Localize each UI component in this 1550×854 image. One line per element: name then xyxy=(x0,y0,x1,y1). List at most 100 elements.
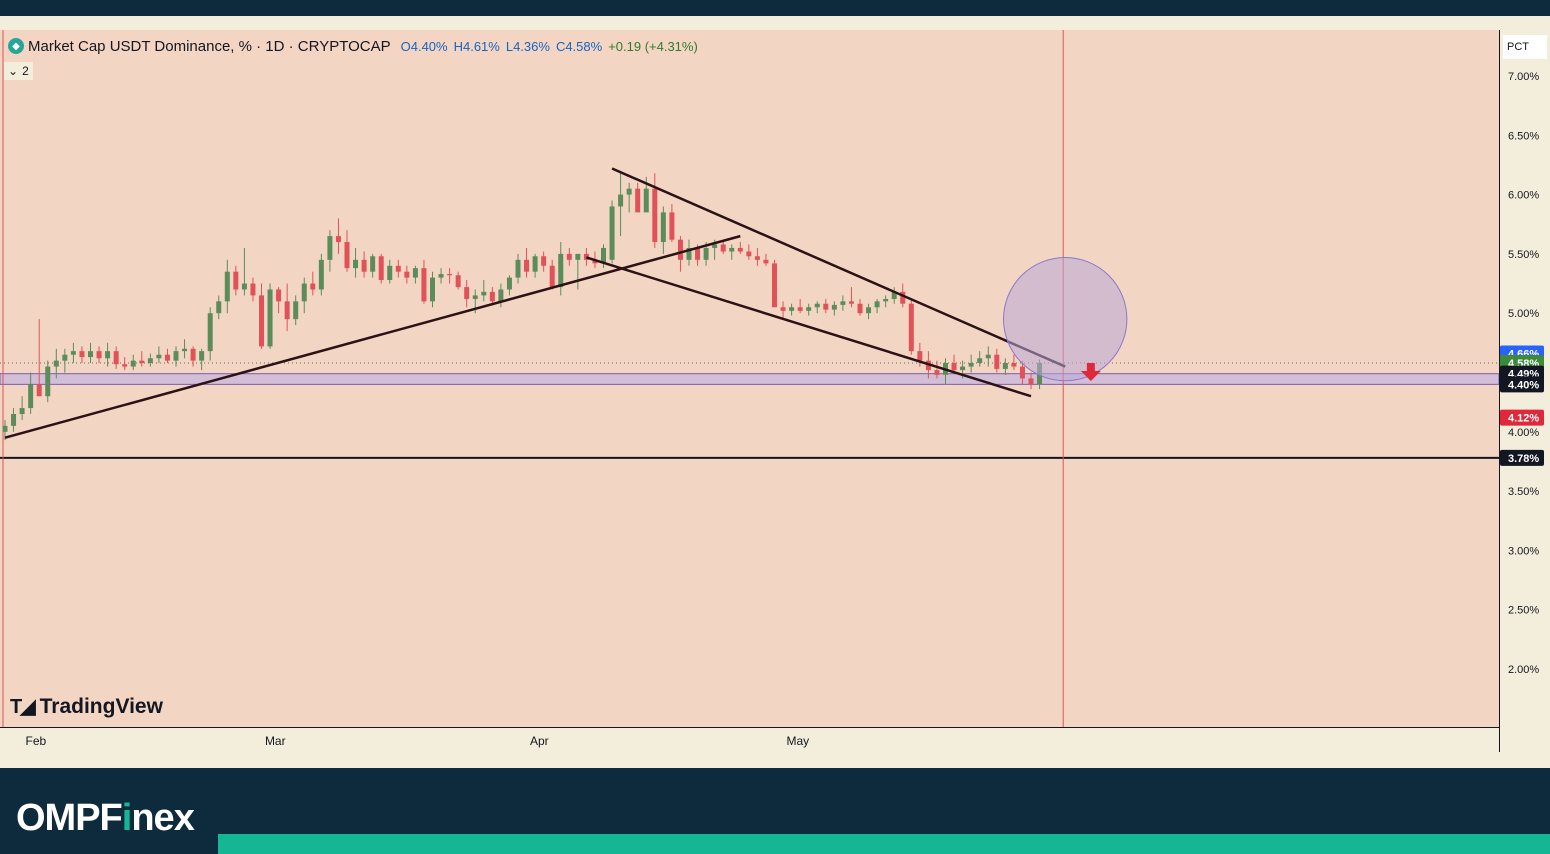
candle-body xyxy=(951,363,957,371)
highlight-circle xyxy=(1003,256,1128,382)
brand-accent: i xyxy=(121,797,133,839)
candle-body xyxy=(370,256,376,272)
candle-body xyxy=(789,307,795,311)
y-tick-label: 2.50% xyxy=(1508,605,1539,617)
candle-body xyxy=(737,247,743,252)
candle-body xyxy=(1011,363,1017,367)
indicator-count: 2 xyxy=(22,64,29,78)
candle-body xyxy=(327,236,333,260)
candle-body xyxy=(481,291,487,296)
candle-body xyxy=(276,289,282,302)
candle-body xyxy=(960,366,966,371)
candle-body xyxy=(695,247,701,260)
candle-body xyxy=(53,360,59,367)
y-tick-label: 6.50% xyxy=(1508,130,1539,142)
y-tick-label: 7.00% xyxy=(1508,71,1539,83)
price-tag-box xyxy=(1500,409,1544,426)
candle-body xyxy=(686,247,692,260)
y-tick-label: 5.50% xyxy=(1508,249,1539,261)
candle-body xyxy=(156,354,162,359)
candle-body xyxy=(1028,378,1034,385)
candle-body xyxy=(703,247,709,260)
candle-body xyxy=(489,291,495,302)
brand-part-1: OMPF xyxy=(16,797,123,839)
candle-body xyxy=(310,283,316,290)
candle-body xyxy=(840,301,846,305)
candle-body xyxy=(447,274,453,276)
y-tick-label: 4.00% xyxy=(1508,427,1539,439)
candle-body xyxy=(994,354,1000,369)
candle-body xyxy=(729,247,735,252)
symbol-title[interactable]: Market Cap USDT Dominance, % · 1D · CRYP… xyxy=(28,37,391,55)
candle-body xyxy=(524,259,530,272)
y-tick-label: 5.00% xyxy=(1508,308,1539,320)
x-tick-label: May xyxy=(787,734,810,748)
candle-body xyxy=(891,291,897,299)
top-bar xyxy=(0,0,1550,16)
candle-body xyxy=(344,242,350,269)
candle-body xyxy=(130,360,136,367)
price-tag-label: 4.40% xyxy=(1508,379,1539,391)
candle-body xyxy=(566,253,572,260)
candlestick-chart[interactable]: 7.00%6.50%6.00%5.50%5.00%4.50%4.00%3.50%… xyxy=(0,0,1550,768)
symbol-legend[interactable]: ◆ Market Cap USDT Dominance, % · 1D · CR… xyxy=(4,35,702,57)
y-tick-label: 6.00% xyxy=(1508,190,1539,202)
x-tick-label: Mar xyxy=(265,734,286,748)
chevron-down-icon: ⌄ xyxy=(8,64,19,78)
support-zone-band xyxy=(0,373,1500,385)
candle-body xyxy=(618,194,624,207)
price-tag-label: 4.12% xyxy=(1508,413,1539,425)
candle-body xyxy=(301,283,307,302)
candle-body xyxy=(609,206,615,260)
candle-body xyxy=(62,354,68,361)
candle-body xyxy=(438,274,444,278)
candle-body xyxy=(284,301,290,320)
candle-body xyxy=(498,289,504,302)
candle-body xyxy=(968,363,974,367)
candle-body xyxy=(592,259,598,264)
candle-body xyxy=(122,364,128,367)
candle-body xyxy=(361,259,367,272)
candle-body xyxy=(635,188,641,213)
candle-body xyxy=(1019,366,1025,379)
candle-body xyxy=(190,348,196,361)
change-value: +0.19 (+4.31%) xyxy=(608,38,698,54)
candle-body xyxy=(583,253,589,260)
candle-body xyxy=(207,313,213,352)
scale-mode-button[interactable]: PCT xyxy=(1503,35,1547,59)
candle-body xyxy=(532,256,538,272)
candle-body xyxy=(164,354,170,361)
candle-body xyxy=(515,259,521,278)
brand-logo: OMPFinex xyxy=(16,797,195,840)
candle-body xyxy=(105,351,111,359)
candle-body xyxy=(216,301,222,314)
candle-body xyxy=(472,295,478,299)
candle-body xyxy=(412,268,418,278)
candle-body xyxy=(541,256,547,266)
x-tick-label: Apr xyxy=(530,734,549,748)
indicator-toggle[interactable]: ⌄ 2 xyxy=(4,62,33,80)
candle-body xyxy=(199,351,205,361)
candle-body xyxy=(806,307,812,311)
candle-body xyxy=(874,301,880,308)
candle-body xyxy=(780,307,786,311)
brand-part-2: nex xyxy=(131,797,194,839)
down-arrow-icon xyxy=(1080,363,1101,382)
candle-body xyxy=(746,251,752,257)
candle-body xyxy=(182,348,188,352)
tradingview-watermark: T◢ TradingView xyxy=(10,694,163,719)
candle-body xyxy=(660,212,666,243)
candle-body xyxy=(985,354,991,359)
candle-body xyxy=(754,256,760,260)
candle-body xyxy=(395,265,401,272)
y-tick-label: 2.00% xyxy=(1508,664,1539,676)
candle-body xyxy=(883,298,889,302)
candle-body xyxy=(772,263,777,308)
candle-body xyxy=(908,303,914,352)
candle-body xyxy=(259,295,264,347)
candle-body xyxy=(79,351,85,358)
trendline-falling-resistance xyxy=(611,167,1066,368)
candle-body xyxy=(224,271,230,302)
ohlc-values: O4.40% H4.61% L4.36% C4.58% +0.19 (+4.31… xyxy=(401,39,698,54)
candle-body xyxy=(626,188,632,195)
